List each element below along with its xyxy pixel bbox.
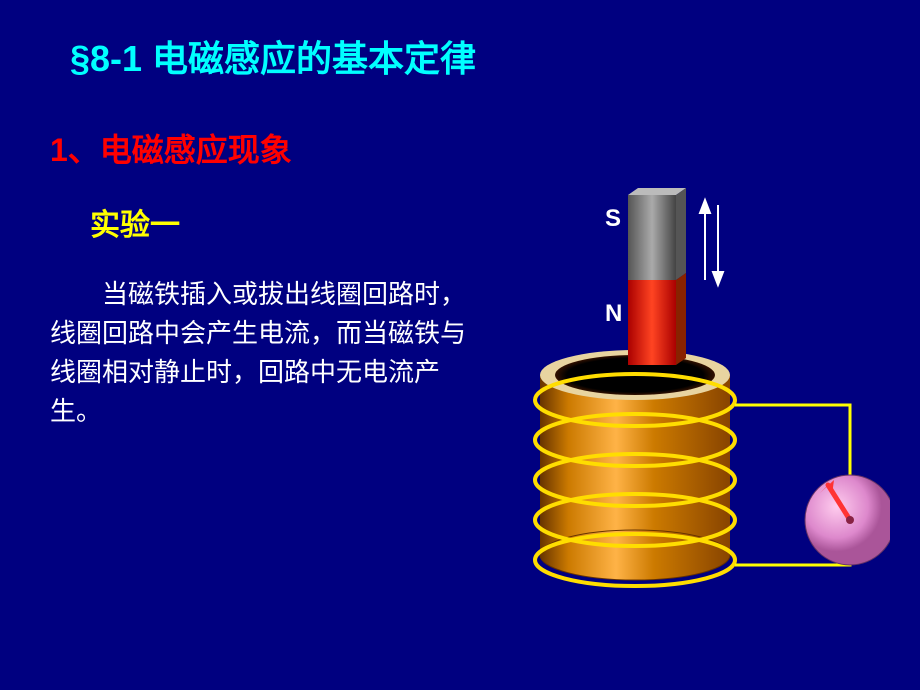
motion-arrows (700, 200, 723, 285)
electromagnetic-induction-diagram (510, 185, 890, 615)
galvanometer (805, 475, 890, 565)
coil-body (535, 350, 735, 586)
bar-magnet (628, 188, 686, 365)
section-subtitle: 1、电磁感应现象 (50, 125, 292, 171)
body-text: 当磁铁插入或拔出线圈回路时，线圈回路中会产生电流，而当磁铁与线圈相对静止时，回路… (50, 275, 470, 431)
experiment-label: 实验一 (90, 200, 180, 244)
page-title: §8-1 电磁感应的基本定律 (70, 30, 476, 82)
